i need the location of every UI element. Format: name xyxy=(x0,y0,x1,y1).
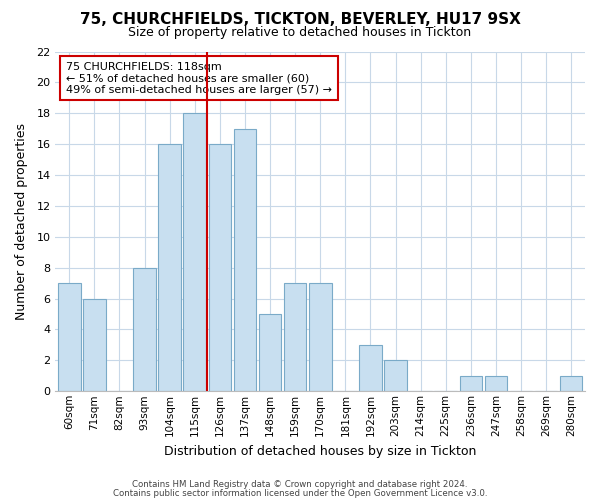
Bar xyxy=(83,298,106,392)
Text: Contains public sector information licensed under the Open Government Licence v3: Contains public sector information licen… xyxy=(113,489,487,498)
Bar xyxy=(309,283,332,392)
Text: Contains HM Land Registry data © Crown copyright and database right 2024.: Contains HM Land Registry data © Crown c… xyxy=(132,480,468,489)
Text: 75 CHURCHFIELDS: 118sqm
← 51% of detached houses are smaller (60)
49% of semi-de: 75 CHURCHFIELDS: 118sqm ← 51% of detache… xyxy=(66,62,332,95)
Bar xyxy=(184,114,206,392)
Y-axis label: Number of detached properties: Number of detached properties xyxy=(15,123,28,320)
Bar xyxy=(233,128,256,392)
X-axis label: Distribution of detached houses by size in Tickton: Distribution of detached houses by size … xyxy=(164,444,476,458)
Bar xyxy=(284,283,307,392)
Bar xyxy=(384,360,407,392)
Bar xyxy=(460,376,482,392)
Bar xyxy=(560,376,583,392)
Bar xyxy=(58,283,80,392)
Text: Size of property relative to detached houses in Tickton: Size of property relative to detached ho… xyxy=(128,26,472,39)
Bar xyxy=(259,314,281,392)
Bar xyxy=(209,144,231,392)
Bar xyxy=(133,268,156,392)
Bar xyxy=(485,376,507,392)
Bar xyxy=(158,144,181,392)
Text: 75, CHURCHFIELDS, TICKTON, BEVERLEY, HU17 9SX: 75, CHURCHFIELDS, TICKTON, BEVERLEY, HU1… xyxy=(80,12,520,28)
Bar xyxy=(359,345,382,392)
